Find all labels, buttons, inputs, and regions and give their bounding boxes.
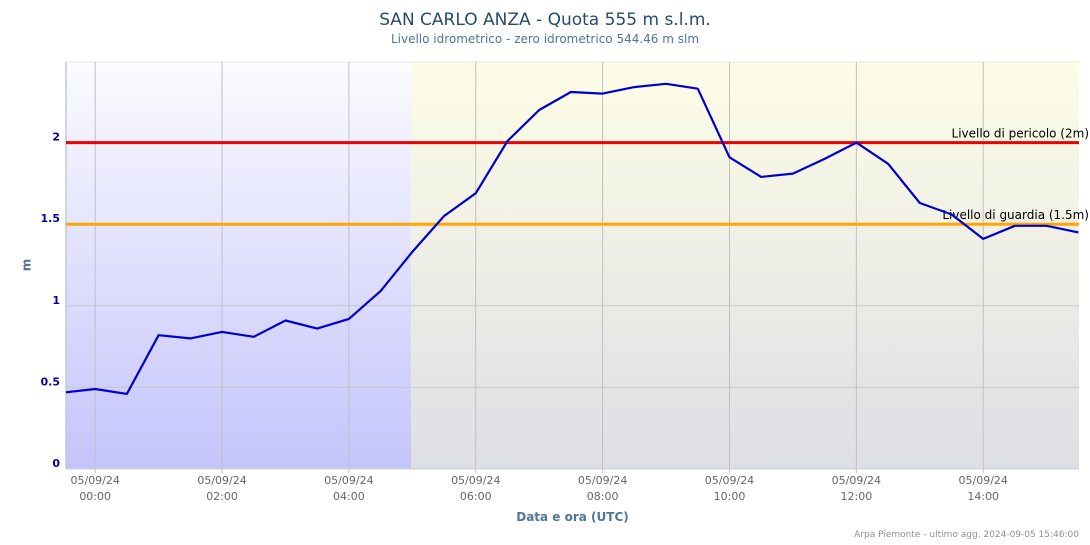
x-axis-label: Data e ora (UTC) bbox=[516, 510, 629, 524]
background-bands bbox=[65, 61, 1079, 469]
y-tick-label: 0 bbox=[52, 457, 60, 470]
x-axis-ticks: 05/09/24 00:00 05/09/24 02:00 05/09/24 04:00 0… bbox=[70, 474, 1007, 503]
x-tick-time: 08:00 bbox=[587, 490, 619, 503]
x-tick-date: 05/09/24 bbox=[578, 474, 627, 487]
water-level-line bbox=[65, 82, 1079, 395]
x-tick-time: 14:00 bbox=[967, 490, 999, 503]
y-axis-ticks: 0 0.5 1 1.5 2 bbox=[41, 131, 61, 470]
grid-lines bbox=[66, 62, 1079, 473]
x-tick-date: 05/09/24 bbox=[197, 474, 246, 487]
background-band bbox=[411, 62, 1079, 469]
x-tick-time: 10:00 bbox=[714, 490, 746, 503]
credits: Arpa Piemonte - ultimo agg. 2024-09-05 1… bbox=[854, 530, 1079, 540]
x-tick-date: 05/09/24 bbox=[705, 474, 754, 487]
x-tick-time: 04:00 bbox=[333, 490, 365, 503]
y-tick-label: 1.5 bbox=[41, 212, 61, 225]
y-axis-label: m bbox=[19, 258, 34, 272]
y-tick-label: 2 bbox=[52, 131, 60, 144]
x-tick-time: 00:00 bbox=[79, 490, 111, 503]
chart-subtitle: Livello idrometrico - zero idrometrico 5… bbox=[390, 32, 700, 46]
threshold-label: Livello di pericolo (2m) bbox=[952, 127, 1089, 141]
y-tick-label: 0.5 bbox=[41, 375, 61, 388]
background-band bbox=[66, 62, 412, 469]
x-tick-date: 05/09/24 bbox=[324, 474, 373, 487]
x-tick-time: 12:00 bbox=[841, 490, 873, 503]
y-tick-label: 1 bbox=[52, 294, 60, 307]
x-tick-date: 05/09/24 bbox=[451, 474, 500, 487]
x-tick-date: 05/09/24 bbox=[832, 474, 881, 487]
threshold-lines: Livello di pericolo (2m) Livello di guard… bbox=[66, 127, 1089, 226]
x-tick-date: 05/09/24 bbox=[70, 474, 119, 487]
chart-title: SAN CARLO ANZA - Quota 555 m s.l.m. bbox=[379, 10, 711, 30]
x-tick-time: 06:00 bbox=[460, 490, 492, 503]
data-series bbox=[65, 82, 1079, 395]
x-tick-time: 02:00 bbox=[206, 490, 238, 503]
x-tick-date: 05/09/24 bbox=[959, 474, 1008, 487]
threshold-label: Livello di guardia (1.5m) bbox=[942, 208, 1089, 222]
